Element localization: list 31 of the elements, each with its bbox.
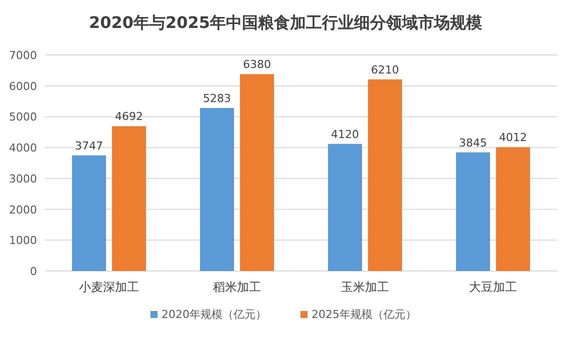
y-tick-label: 2000 — [9, 203, 37, 216]
legend-label: 2025年规模（亿元） — [312, 308, 416, 321]
data-label: 4692 — [115, 110, 143, 124]
data-label: 6380 — [243, 58, 271, 72]
data-label: 4120 — [331, 128, 359, 141]
chart-title: 2020年与2025年中国粮食加工行业细分领域市场规模 — [88, 13, 482, 32]
bar — [72, 155, 106, 271]
x-tick-label: 玉米加工 — [341, 280, 389, 294]
y-tick-label: 6000 — [9, 80, 37, 93]
x-tick-label: 小麦深加工 — [79, 280, 139, 294]
bar — [496, 147, 530, 271]
x-tick-label: 大豆加工 — [469, 280, 517, 294]
data-label: 6210 — [371, 63, 399, 76]
bar — [200, 108, 234, 271]
y-tick-label: 3000 — [9, 172, 37, 186]
x-tick-label: 稻米加工 — [213, 280, 261, 294]
y-tick-label: 5000 — [9, 110, 37, 124]
y-tick-label: 7000 — [9, 49, 37, 62]
y-tick-label: 4000 — [9, 142, 37, 155]
bar — [328, 144, 362, 271]
legend-label: 2020年规模（亿元） — [162, 308, 266, 321]
bar — [456, 152, 490, 271]
bar — [240, 74, 274, 271]
bar — [368, 79, 402, 271]
data-label: 3845 — [459, 136, 487, 150]
bar — [112, 126, 146, 271]
y-tick-label: 0 — [30, 265, 37, 278]
y-tick-label: 1000 — [9, 234, 37, 248]
data-label: 5283 — [203, 92, 231, 105]
data-label: 3747 — [75, 139, 103, 152]
data-label: 4012 — [499, 131, 527, 144]
